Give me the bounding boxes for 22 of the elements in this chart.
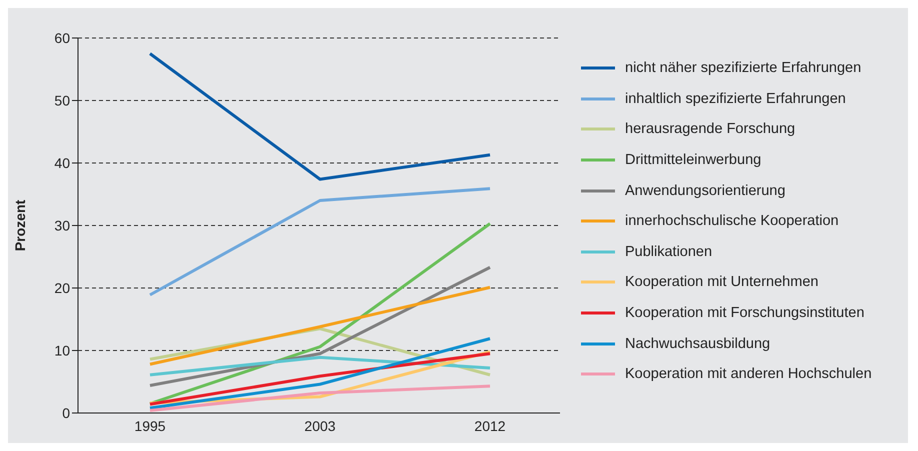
legend-label: nicht näher spezifizierte Erfahrungen — [625, 60, 862, 76]
y-axis-title: Prozent — [12, 199, 28, 252]
legend-label: innerhochschulische Kooperation — [625, 213, 839, 230]
x-tick-label: 2003 — [304, 418, 336, 434]
legend-label: Kooperation mit Forschungsinstituten — [625, 305, 864, 322]
y-tick-label: 50 — [54, 92, 70, 108]
y-tick-label: 60 — [54, 30, 70, 46]
y-tick-label: 40 — [54, 154, 70, 171]
legend-label: Anwendungsorientierung — [625, 182, 786, 199]
x-tick-label: 2012 — [474, 418, 506, 434]
y-tick-label: 30 — [54, 217, 70, 234]
legend-label: Nachwuchsausbildung — [625, 336, 770, 352]
legend-label: Publikationen — [625, 244, 712, 260]
y-tick-label: 0 — [62, 404, 70, 421]
y-tick-label: 10 — [54, 342, 70, 358]
x-tick-label: 1995 — [134, 418, 166, 434]
legend-label: Kooperation mit anderen Hochschulen — [625, 366, 872, 382]
y-tick-label: 20 — [54, 280, 70, 296]
legend-label: Drittmitteleinwerbung — [625, 152, 762, 168]
legend-label: Kooperation mit Unternehmen — [625, 274, 818, 290]
legend-label: herausragende Forschung — [625, 121, 796, 138]
legend-label: inhaltlich spezifizierte Erfahrungen — [625, 90, 846, 107]
